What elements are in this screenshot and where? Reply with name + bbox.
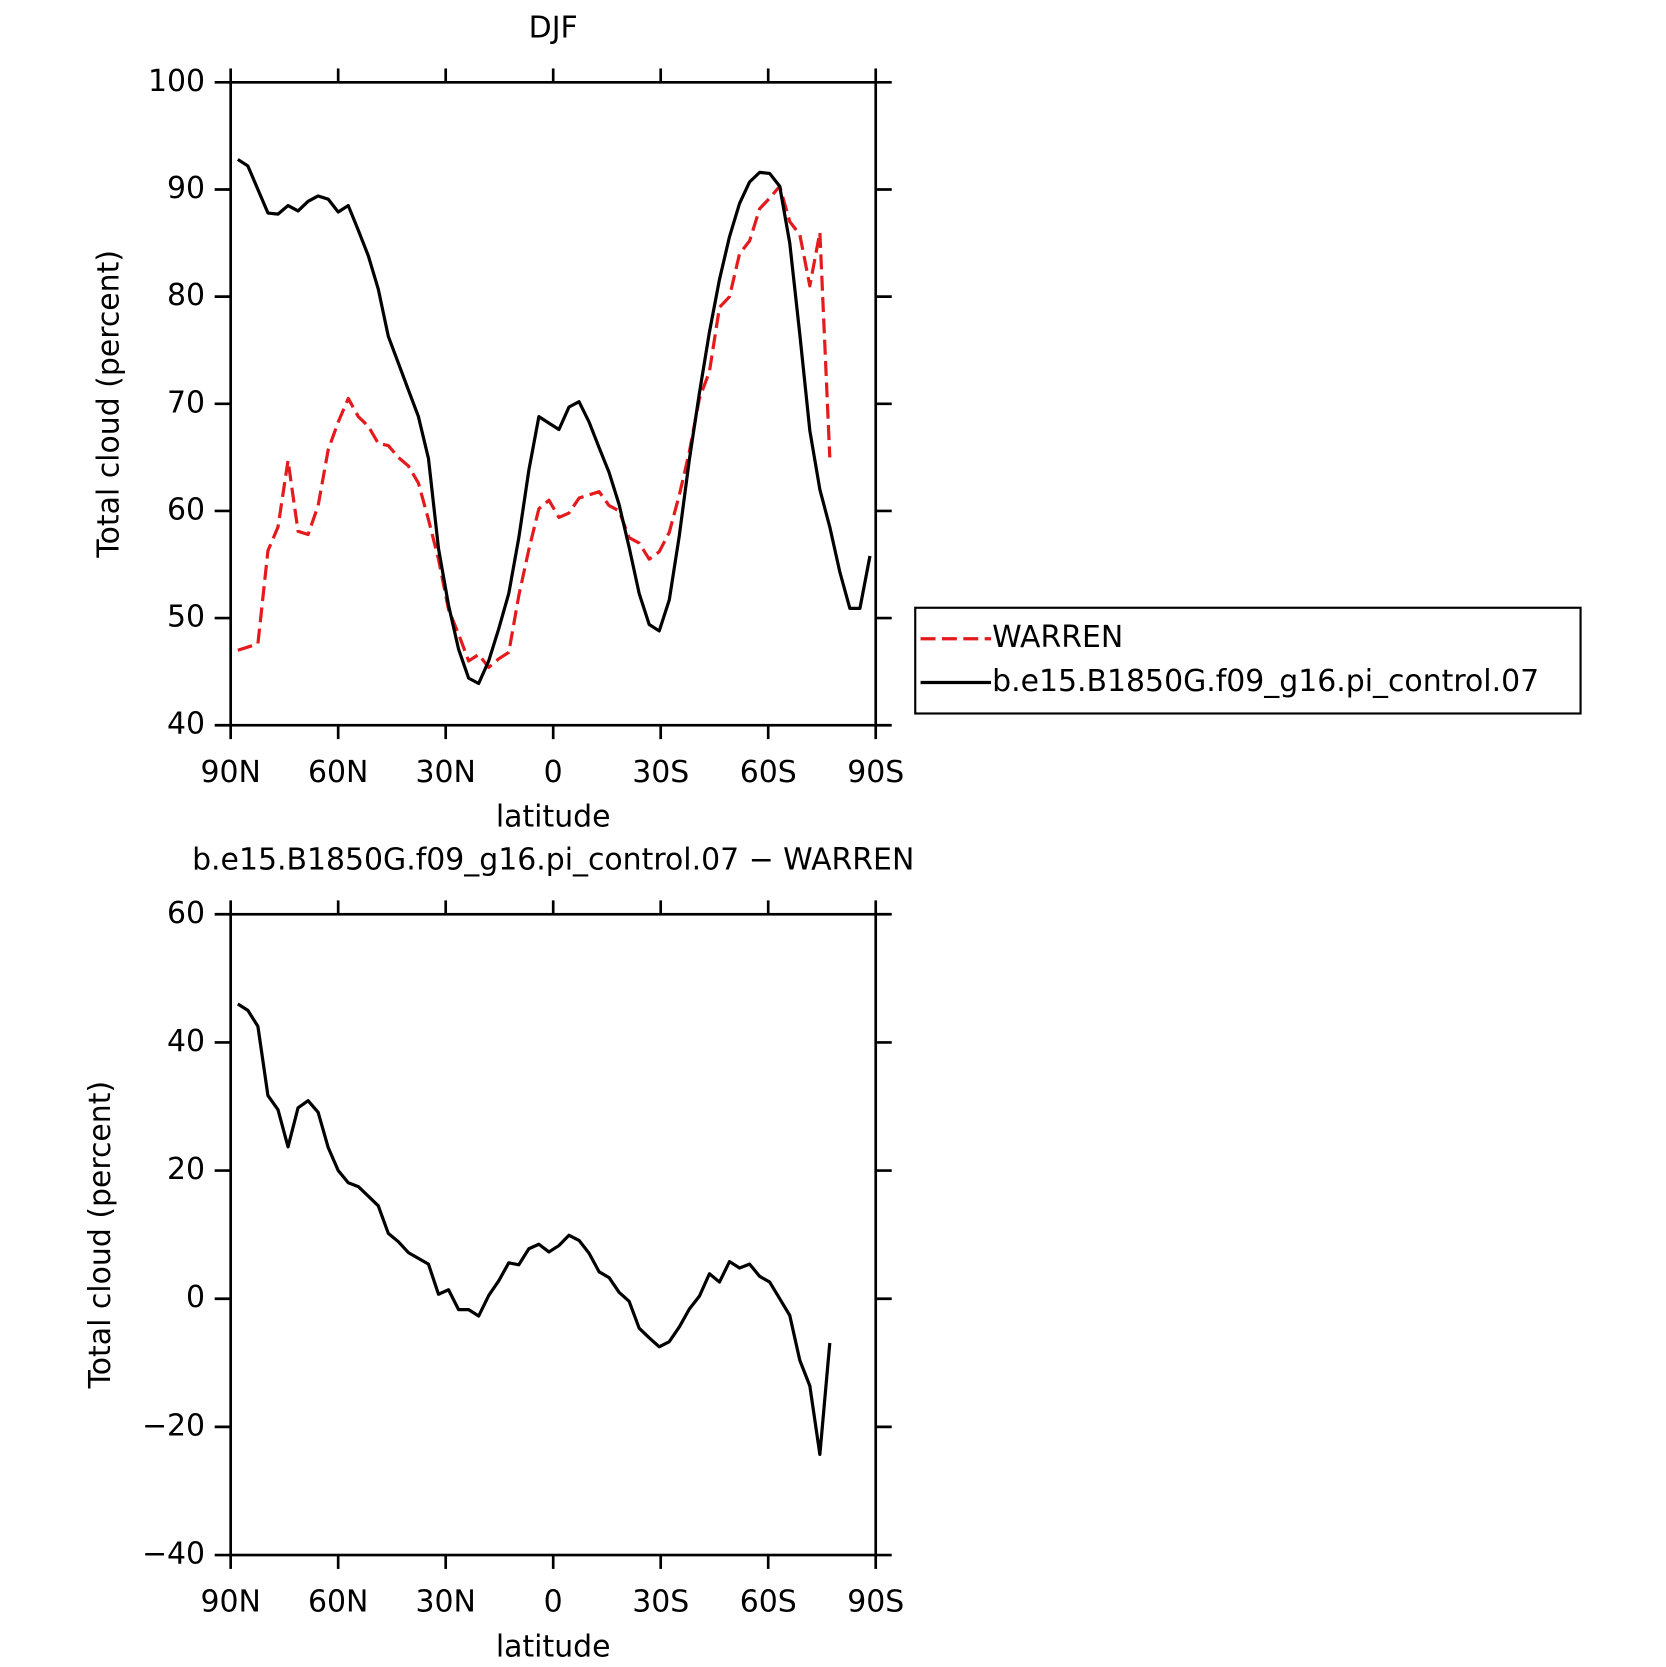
y-axis-label: Total cloud (percent)	[83, 1081, 118, 1390]
y-tick-label: 90	[167, 171, 205, 206]
x-tick-label: 90S	[847, 755, 904, 790]
plot-frame	[229, 80, 878, 727]
chart-title: DJF	[529, 10, 578, 45]
y-tick-label: 60	[167, 492, 205, 527]
data-line	[236, 158, 872, 686]
y-tick-label: 20	[167, 1152, 205, 1187]
x-tick-label: 60N	[308, 1585, 368, 1620]
y-axis-label: Total cloud (percent)	[91, 250, 126, 559]
y-tick-label: 40	[167, 707, 205, 742]
y-tick-label: 70	[167, 385, 205, 420]
legend-box	[914, 606, 1582, 715]
y-tick-label: 100	[148, 64, 205, 99]
y-tick-label: −20	[142, 1408, 205, 1443]
y-tick-label: 40	[167, 1024, 205, 1059]
x-tick-label: 30S	[632, 1585, 689, 1620]
x-tick-label: 60S	[740, 755, 797, 790]
x-axis-label: latitude	[496, 800, 611, 835]
data-line	[237, 184, 832, 669]
data-line	[236, 1002, 832, 1457]
plot-frame	[229, 912, 878, 1557]
y-tick-label: −40	[142, 1537, 205, 1572]
x-tick-label: 60S	[740, 1585, 797, 1620]
x-axis-label: latitude	[496, 1629, 611, 1663]
y-tick-label: 50	[167, 600, 205, 635]
legend-label: WARREN	[992, 620, 1123, 655]
y-tick-label: 0	[186, 1280, 205, 1315]
x-tick-label: 90S	[847, 1585, 904, 1620]
x-tick-label: 30S	[632, 755, 689, 790]
y-tick-label: 80	[167, 278, 205, 313]
x-tick-label: 60N	[308, 755, 368, 790]
chart-title: b.e15.B1850G.f09_g16.pi_control.07 − WAR…	[192, 842, 914, 877]
y-tick-label: 60	[167, 896, 205, 931]
x-tick-label: 30N	[415, 755, 475, 790]
x-tick-label: 0	[544, 1585, 563, 1620]
legend-label: b.e15.B1850G.f09_g16.pi_control.07	[992, 664, 1539, 699]
x-tick-label: 30N	[415, 1585, 475, 1620]
x-tick-label: 0	[544, 755, 563, 790]
x-tick-label: 90N	[200, 755, 260, 790]
x-tick-label: 90N	[200, 1585, 260, 1620]
